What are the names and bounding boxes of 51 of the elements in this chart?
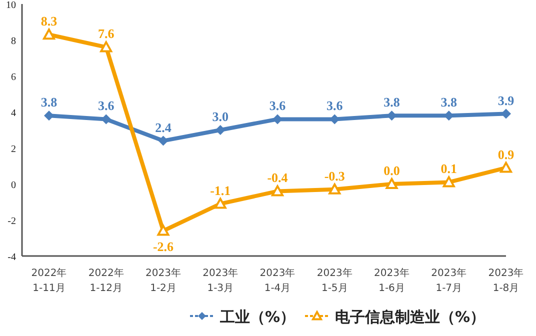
data-label: 3.9 bbox=[498, 92, 515, 108]
point bbox=[386, 178, 398, 189]
x-tick-label: 2023年 1-7月 bbox=[431, 267, 467, 294]
point bbox=[157, 224, 170, 236]
point bbox=[442, 176, 455, 188]
point bbox=[272, 185, 284, 196]
y-tick-label: 6 bbox=[11, 72, 16, 83]
legend-label: 工业（%） bbox=[219, 308, 296, 326]
point bbox=[500, 162, 512, 173]
data-label: 3.8 bbox=[440, 94, 458, 110]
data-label: 3.6 bbox=[269, 98, 286, 114]
x-tick-label: 2023年 1-2月 bbox=[146, 267, 181, 294]
point bbox=[43, 28, 55, 40]
data-label: 7.6 bbox=[98, 26, 115, 42]
point bbox=[272, 114, 282, 124]
x-tick-label: 2022年 1-11月 bbox=[31, 267, 67, 294]
legend-label: 电子信息制造业（%） bbox=[335, 308, 486, 326]
point bbox=[501, 108, 511, 119]
x-tick-label: 2023年 1-3月 bbox=[202, 267, 238, 294]
data-label: 3.6 bbox=[98, 98, 115, 114]
y-tick-label: 10 bbox=[6, 0, 16, 11]
data-label: -1.1 bbox=[210, 182, 231, 198]
data-label: 3.6 bbox=[326, 98, 344, 114]
point bbox=[215, 125, 226, 135]
data-label: 3.0 bbox=[212, 109, 228, 124]
y-tick-label: 0 bbox=[11, 180, 16, 191]
x-tick-label: 2022年 1-12月 bbox=[88, 267, 124, 294]
data-label: -0.3 bbox=[324, 168, 346, 184]
data-label: 0.0 bbox=[384, 163, 400, 178]
y-tick-label: 2 bbox=[11, 144, 16, 155]
y-tick-label: -2 bbox=[8, 216, 16, 227]
y-tick-label: 4 bbox=[11, 108, 16, 119]
data-label: -0.4 bbox=[267, 170, 288, 186]
data-label: 8.3 bbox=[40, 14, 58, 29]
x-tick-label: 2023年 1-5月 bbox=[316, 267, 352, 294]
x-tick-label: 2023年 1-4月 bbox=[260, 267, 296, 294]
data-label: 2.4 bbox=[155, 120, 172, 135]
data-label: 3.8 bbox=[40, 94, 58, 110]
point bbox=[158, 136, 168, 146]
x-tick-label: 2023年 1-8月 bbox=[488, 267, 524, 294]
data-label: 0.9 bbox=[498, 146, 515, 162]
point bbox=[328, 183, 341, 194]
point bbox=[44, 110, 54, 121]
y-tick-label: 8 bbox=[11, 36, 16, 47]
y-tick-label: -4 bbox=[8, 252, 16, 263]
x-tick-label: 2023年 1-6月 bbox=[374, 267, 410, 294]
data-label: 0.1 bbox=[440, 161, 457, 176]
data-label: 3.8 bbox=[384, 94, 400, 110]
point bbox=[214, 198, 226, 209]
point bbox=[100, 41, 112, 52]
data-label: -2.6 bbox=[152, 238, 174, 254]
